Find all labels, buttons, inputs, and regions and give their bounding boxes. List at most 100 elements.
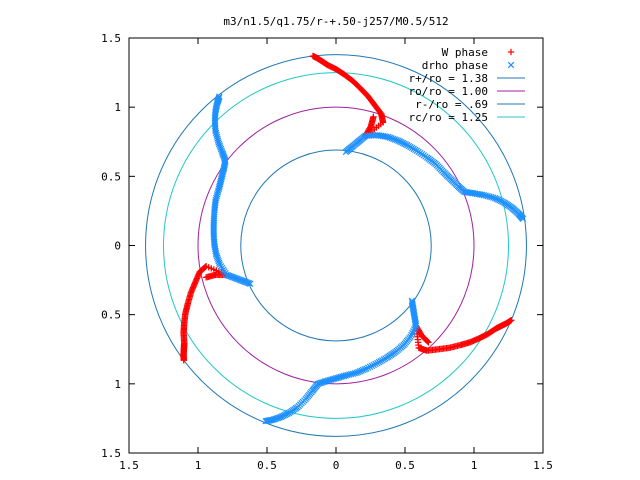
drho-phase-point-b	[412, 322, 420, 329]
drho-phase-point	[519, 215, 527, 222]
drho-phase-point	[219, 149, 226, 156]
drho-phase-point	[212, 194, 220, 202]
drho-phase-point	[482, 192, 489, 199]
drho-phase-point	[212, 196, 219, 204]
drho-phase-point-b	[215, 257, 222, 265]
drho-phase-point	[412, 322, 420, 329]
drho-phase-point	[217, 145, 225, 153]
drho-phase-point-b	[519, 215, 527, 222]
drho-phase-point-b	[388, 135, 395, 142]
drho-phase-point	[213, 133, 221, 140]
drho-phase-point	[214, 191, 221, 198]
drho-phase-point-b	[212, 196, 219, 204]
drho-phase-point-b	[408, 331, 415, 339]
drho-phase-point-b	[363, 365, 370, 372]
drho-phase-point	[364, 364, 372, 371]
drho-phase-point-b	[262, 417, 269, 425]
drho-phase-point-b	[212, 194, 220, 202]
drho-phase-point	[385, 133, 392, 141]
y-tick-label: 1	[114, 101, 121, 114]
drho-phase-point-b	[351, 370, 359, 377]
drho-phase-point	[484, 192, 491, 200]
drho-phase-point-b	[482, 192, 489, 199]
drho-phase-point-b	[263, 417, 270, 425]
axis-ticks: 1.5 1 0.5 0 0.5 1 1.51.510.500.511.5	[101, 32, 553, 472]
legend-label: rc/ro = 1.25	[409, 111, 488, 124]
drho-phase-point-b	[385, 133, 392, 141]
w-phase-point	[309, 52, 317, 60]
drho-phase-point-b	[468, 189, 475, 197]
drho-phase-point-b	[355, 368, 362, 376]
drho-phase-point	[216, 93, 223, 100]
drho-phase-point	[374, 359, 381, 367]
drho-phase-point-b	[411, 324, 419, 331]
drho-phase-point-b	[346, 371, 353, 378]
drho-phase-point-b	[486, 193, 493, 200]
drho-phase-point-b	[490, 194, 497, 201]
drho-phase-point-b	[480, 191, 488, 199]
drho-phase-point	[216, 261, 224, 268]
drho-phase-point-b	[386, 134, 394, 141]
drho-phase-point	[410, 328, 417, 335]
drho-phase-point	[368, 362, 376, 370]
drho-phase-point	[372, 360, 379, 368]
drho-phase-point	[355, 368, 362, 376]
drho-phase-point-b	[215, 140, 223, 148]
y-tick-label: 0.5	[101, 309, 121, 322]
y-tick-label: 1	[114, 378, 121, 391]
drho-phase-point	[214, 137, 222, 144]
drho-phase-point	[216, 142, 223, 149]
drho-phase-point	[213, 192, 220, 200]
drho-phase-point	[215, 139, 222, 146]
drho-phase-point-b	[372, 360, 379, 368]
drho-phase-point-b	[213, 131, 220, 139]
x-tick-label: 1	[471, 459, 478, 472]
drho-phase-point	[408, 331, 415, 339]
drho-phase-point	[214, 254, 221, 262]
x-tick-label: 0.5	[257, 459, 277, 472]
drho-phase-point-b	[214, 254, 221, 262]
drho-phase-point	[347, 370, 355, 378]
legend-sample-drho-phase	[507, 61, 515, 69]
legend-sample-drho-phase-b	[507, 61, 515, 69]
x-tick-label: 0.5	[395, 459, 415, 472]
drho-phase-point-b	[214, 191, 221, 198]
drho-phase-point-b	[359, 366, 367, 374]
drho-phase-point	[370, 361, 377, 369]
drho-phase-point-b	[370, 361, 377, 369]
circle-r-ro-69	[240, 149, 432, 342]
drho-phase-point-b	[478, 191, 486, 198]
legend-label: r-/ro = .69	[415, 98, 488, 111]
drho-phase-point-b	[264, 417, 272, 424]
x-tick-label: 1.5	[119, 459, 139, 472]
drho-phase-point-b	[218, 147, 225, 155]
drho-phase-point	[356, 368, 364, 375]
drho-phase-point	[480, 191, 488, 199]
drho-phase-point	[215, 140, 223, 148]
drho-phase-point-b	[391, 136, 399, 143]
legend-label: drho phase	[422, 59, 488, 72]
drho-phase-point	[349, 370, 357, 377]
drho-phase-point	[386, 134, 394, 141]
y-tick-label: 1.5	[101, 447, 121, 460]
drho-phase-point-b	[349, 370, 357, 377]
y-tick-label: 1.5	[101, 32, 121, 45]
drho-phase-point-b	[213, 133, 221, 140]
drho-phase-point-b	[219, 149, 226, 156]
drho-phase-point	[216, 259, 223, 267]
drho-phase-point	[214, 135, 221, 142]
y-tick-label: 0.5	[101, 170, 121, 183]
drho-phase-point	[214, 189, 222, 196]
drho-phase-point-b	[216, 142, 223, 149]
drho-phase-point-b	[215, 139, 222, 146]
x-tick-label: 0	[333, 459, 340, 472]
drho-phase-point-b	[216, 259, 223, 267]
drho-phase-point	[214, 256, 222, 263]
drho-phase-point-b	[412, 319, 419, 327]
circle-r-ro-1-38	[145, 54, 527, 437]
x-tick-label: 1	[195, 459, 202, 472]
drho-phase-point-b	[353, 369, 360, 376]
